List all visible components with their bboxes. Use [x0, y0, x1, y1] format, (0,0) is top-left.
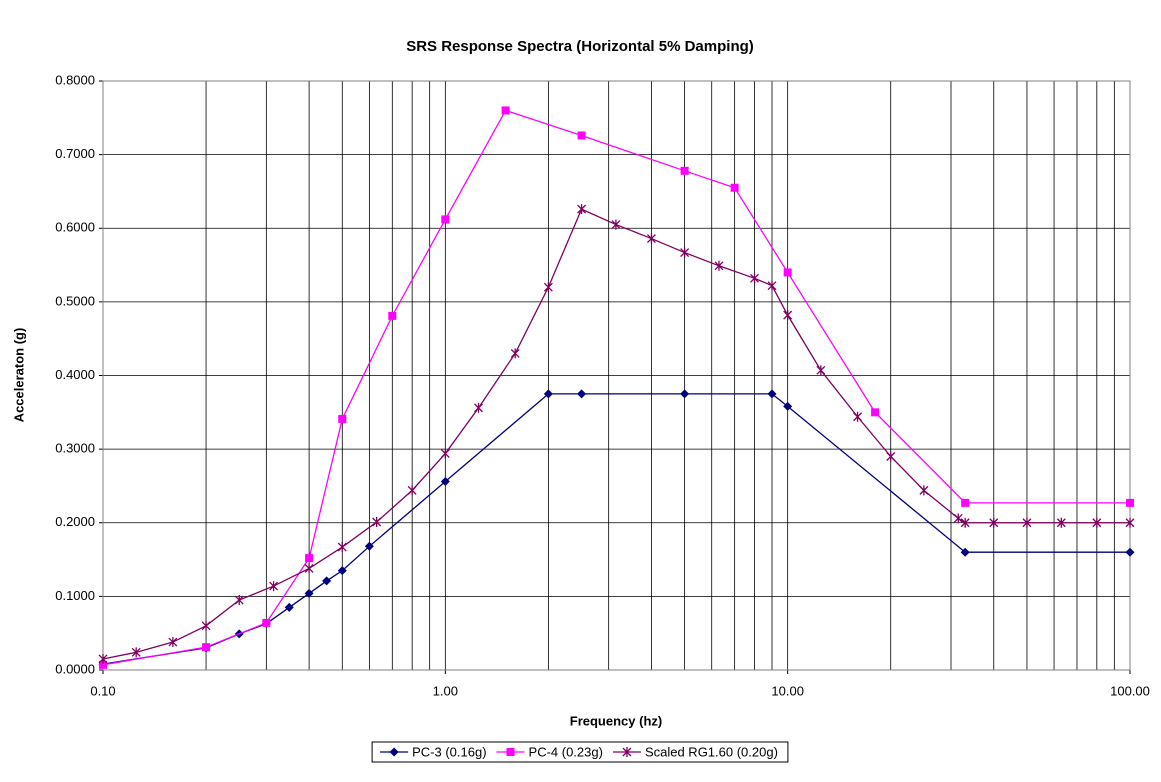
marker — [767, 389, 777, 399]
marker — [1022, 517, 1032, 528]
marker — [1125, 517, 1135, 528]
marker — [646, 233, 656, 244]
marker — [960, 517, 970, 528]
marker — [577, 204, 587, 215]
legend-box — [371, 741, 789, 763]
marker — [783, 310, 793, 321]
legend-label: PC-3 (0.16g) — [412, 744, 486, 759]
x-tick-label: 10.00 — [771, 683, 804, 698]
marker — [680, 389, 690, 399]
marker — [1126, 498, 1134, 507]
marker — [783, 401, 793, 411]
y-tick-label: 0.4000 — [55, 367, 95, 382]
marker — [501, 106, 510, 115]
y-axis-label: Acceleraton (g) — [11, 328, 26, 423]
marker — [168, 637, 178, 648]
marker — [372, 517, 382, 528]
marker — [853, 411, 863, 422]
marker — [201, 620, 211, 631]
marker — [407, 485, 417, 496]
marker — [1125, 547, 1135, 557]
legend-label: Scaled RG1.60 (0.20g) — [645, 744, 778, 759]
marker — [680, 247, 690, 258]
y-tick-label: 0.3000 — [55, 441, 95, 456]
marker — [364, 541, 374, 551]
marker — [338, 414, 347, 423]
legend: PC-3 (0.16g) PC-4 (0.23g) Scaled RG1.60 (0… — [371, 741, 789, 763]
x-axis-label: Frequency (hz) — [570, 713, 662, 728]
marker — [886, 451, 896, 462]
y-tick-label: 0.0000 — [55, 661, 95, 676]
marker — [961, 498, 970, 507]
x-tick-label: 100.00 — [1110, 683, 1150, 698]
y-tick-label: 0.2000 — [55, 514, 95, 529]
x-tick-label: 0.10 — [90, 683, 115, 698]
marker — [388, 311, 397, 320]
marker — [322, 576, 332, 586]
y-tick-label: 0.5000 — [55, 293, 95, 308]
marker — [1056, 517, 1066, 528]
marker — [1092, 517, 1102, 528]
marker — [441, 215, 450, 224]
marker — [284, 602, 294, 612]
marker — [98, 653, 108, 664]
marker — [269, 581, 279, 592]
marker — [767, 280, 777, 291]
marker — [131, 647, 141, 658]
marker — [543, 282, 553, 293]
marker — [202, 643, 211, 652]
marker — [989, 517, 999, 528]
marker — [510, 348, 520, 359]
marker — [960, 547, 970, 557]
marker — [337, 542, 347, 553]
y-tick-label: 0.7000 — [55, 146, 95, 161]
y-tick-label: 0.8000 — [55, 72, 95, 87]
legend-label: PC-4 (0.23g) — [529, 744, 603, 759]
marker — [440, 448, 450, 459]
marker — [714, 260, 724, 271]
y-tick-label: 0.1000 — [55, 588, 95, 603]
marker — [99, 660, 107, 669]
marker — [611, 219, 621, 230]
marker — [262, 618, 271, 627]
marker — [750, 273, 759, 284]
chart-title: SRS Response Spectra (Horizontal 5% Damp… — [406, 38, 754, 55]
marker — [871, 408, 880, 417]
marker — [389, 747, 399, 757]
marker — [305, 554, 314, 563]
marker — [337, 566, 347, 576]
marker — [577, 389, 587, 399]
y-tick-label: 0.6000 — [55, 220, 95, 235]
marker — [234, 595, 244, 606]
marker — [577, 131, 586, 140]
marker — [304, 563, 314, 574]
marker — [730, 183, 739, 192]
marker — [953, 513, 963, 524]
marker — [680, 166, 689, 175]
marker — [622, 747, 632, 757]
marker — [304, 588, 314, 598]
marker — [440, 477, 450, 487]
marker — [474, 402, 483, 413]
marker — [543, 389, 553, 399]
marker — [783, 268, 792, 277]
x-tick-label: 1.00 — [433, 683, 458, 698]
marker — [506, 748, 515, 756]
plot-frame — [102, 80, 1131, 671]
marker — [816, 365, 826, 376]
marker — [919, 485, 929, 496]
